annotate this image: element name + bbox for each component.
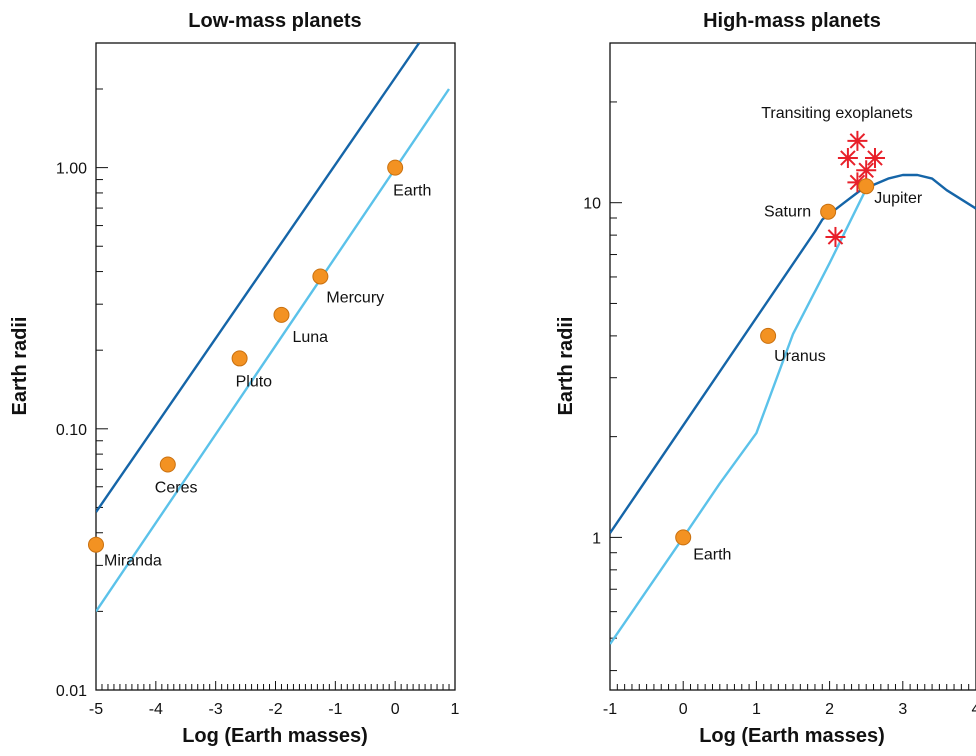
low-mass-label-miranda: Miranda	[104, 553, 162, 570]
low-mass-x-tick-label: 0	[391, 701, 400, 718]
low-mass-x-tick-label: -5	[89, 701, 103, 718]
high-mass-x-tick-label: 2	[825, 701, 834, 718]
high-mass-x-axis-label: Log (Earth masses)	[699, 725, 885, 747]
low-mass-title: Low-mass planets	[188, 10, 361, 32]
high-mass-planet-jupiter	[858, 178, 875, 195]
low-mass-y-tick-label: 0.01	[56, 683, 87, 700]
low-mass-label-earth: Earth	[393, 183, 431, 200]
high-mass-dark-curve	[610, 173, 976, 534]
exoplanets-annotation: Transiting exoplanets	[761, 105, 913, 122]
low-mass-plot-frame	[95, 42, 456, 691]
low-mass-planet-ceres	[159, 456, 176, 473]
low-mass-planet-luna	[273, 306, 290, 323]
exoplanet-marker	[864, 147, 885, 168]
low-mass-y-tick-label: 0.10	[56, 422, 87, 439]
low-mass-dark-curve	[96, 43, 421, 513]
high-mass-y-tick-label: 10	[583, 196, 601, 213]
low-mass-panel: Low-mass planets Log (Earth masses) Eart…	[9, 10, 460, 747]
low-mass-x-tick-label: -1	[328, 701, 342, 718]
low-mass-label-pluto: Pluto	[236, 373, 273, 390]
high-mass-label-saturn: Saturn	[764, 204, 811, 221]
exoplanet-marker	[837, 147, 858, 168]
low-mass-x-tick-label: -4	[149, 701, 163, 718]
low-mass-x-tick-label: 1	[451, 701, 460, 718]
high-mass-x-tick-label: 0	[679, 701, 688, 718]
exoplanet-marker	[847, 130, 868, 151]
high-mass-y-tick-label: 1	[592, 530, 601, 547]
low-mass-label-ceres: Ceres	[155, 480, 198, 497]
low-mass-y-axis-label: Earth radii	[9, 317, 31, 416]
high-mass-planet-saturn	[820, 203, 837, 220]
exoplanet-marker	[825, 226, 846, 247]
low-mass-label-luna: Luna	[292, 329, 328, 346]
low-mass-light-curve	[96, 88, 450, 613]
high-mass-x-tick-label: 4	[972, 701, 976, 718]
low-mass-label-mercury: Mercury	[326, 289, 384, 306]
low-mass-planet-pluto	[231, 350, 248, 367]
high-mass-x-tick-label: -1	[603, 701, 617, 718]
high-mass-planet-uranus	[760, 327, 777, 344]
high-mass-label-earth: Earth	[693, 546, 731, 563]
low-mass-planet-earth	[387, 159, 404, 176]
low-mass-x-tick-label: -2	[268, 701, 282, 718]
high-mass-panel: High-mass planets Log (Earth masses) Ear…	[555, 10, 976, 747]
high-mass-planet-earth	[675, 529, 692, 546]
low-mass-planet-miranda	[88, 536, 104, 553]
low-mass-planet-mercury	[312, 268, 329, 285]
high-mass-label-uranus: Uranus	[774, 348, 826, 365]
high-mass-x-tick-label: 1	[752, 701, 761, 718]
high-mass-light-curve	[610, 188, 868, 645]
low-mass-y-tick-label: 1.00	[56, 161, 87, 178]
high-mass-title: High-mass planets	[703, 10, 881, 32]
high-mass-y-axis-label: Earth radii	[555, 317, 577, 416]
high-mass-label-jupiter: Jupiter	[874, 190, 923, 207]
low-mass-x-axis-label: Log (Earth masses)	[182, 725, 368, 747]
high-mass-plot-frame	[609, 42, 976, 691]
low-mass-x-tick-label: -3	[209, 701, 223, 718]
exoplanet-marker	[856, 160, 877, 181]
high-mass-x-tick-label: 3	[898, 701, 907, 718]
